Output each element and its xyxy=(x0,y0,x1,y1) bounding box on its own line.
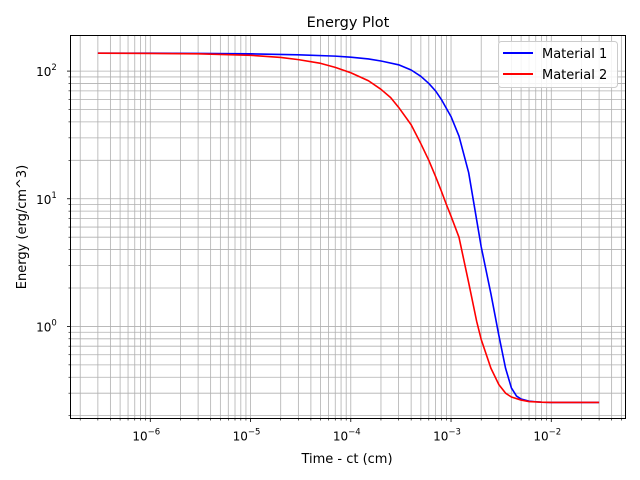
legend-label-material-1: Material 1 xyxy=(542,47,607,62)
x-axis-label: Time - ct (cm) xyxy=(300,452,392,467)
series-layer xyxy=(97,52,600,404)
y-axis-label: Energy (erg/cm^3) xyxy=(15,165,30,290)
legend: Material 1 Material 2 xyxy=(498,41,618,88)
chart-title: Energy Plot xyxy=(307,15,390,31)
grid-lines xyxy=(70,35,626,419)
legend-label-material-2: Material 2 xyxy=(542,68,607,83)
plot-frame xyxy=(70,35,626,419)
series-line-material-2 xyxy=(97,52,600,404)
